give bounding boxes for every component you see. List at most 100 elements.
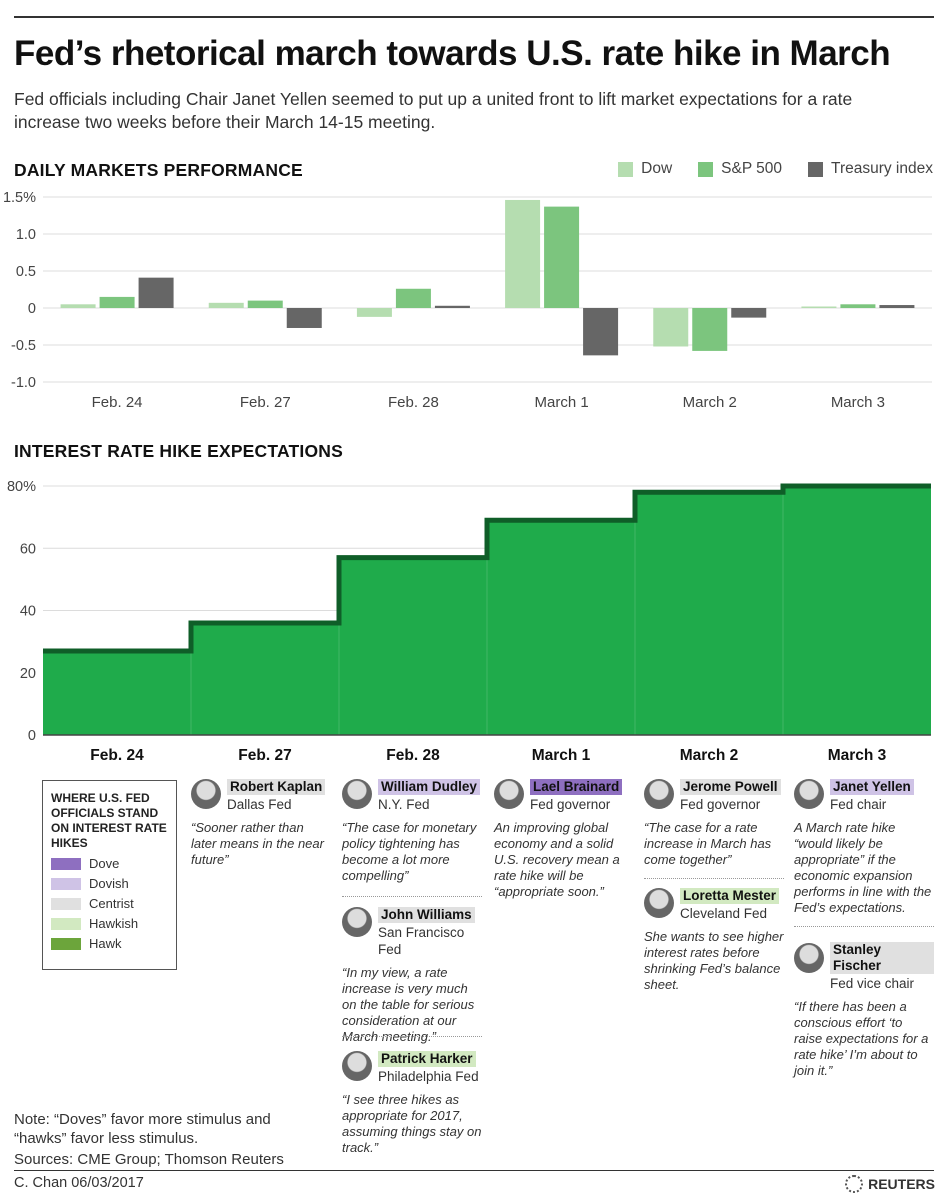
stance-swatch-dove — [51, 857, 81, 870]
x-tick-label: March 3 — [828, 747, 887, 764]
legend-item-dow: Dow — [618, 160, 672, 178]
y-tick-label: 0 — [28, 728, 36, 744]
portrait-icon — [644, 888, 674, 918]
expectation-step-line — [43, 483, 931, 654]
portrait-icon — [342, 907, 372, 937]
top-rule — [14, 16, 934, 18]
stance-legend-item: Centrist — [51, 896, 168, 911]
bar-dow — [208, 302, 244, 308]
bar-dow — [801, 306, 837, 308]
official-card-harker: Patrick Harker Philadelphia Fed “I see th… — [342, 1050, 482, 1156]
y-tick-label: -0.5 — [11, 338, 36, 354]
bar-s-p-500 — [544, 206, 580, 308]
x-tick-label: Feb. 27 — [238, 747, 291, 764]
official-role: Fed vice chair — [830, 976, 915, 991]
stance-label: Hawkish — [89, 916, 139, 931]
bar-s-p-500 — [247, 300, 283, 308]
stance-legend-item: Dovish — [51, 876, 168, 891]
separator — [644, 878, 784, 879]
bar-dow — [653, 308, 689, 347]
bar-treasury-index — [434, 305, 470, 308]
official-name: Stanley Fischer — [830, 942, 934, 974]
stance-swatch-hawkish — [51, 917, 81, 930]
official-quote: “The case for a rate increase in March h… — [644, 820, 772, 867]
official-role: Cleveland Fed — [680, 906, 768, 921]
portrait-icon — [342, 1051, 372, 1081]
page-subtitle: Fed officials including Chair Janet Yell… — [14, 89, 853, 132]
separator — [794, 926, 934, 927]
official-name: Lael Brainard — [530, 779, 623, 795]
y-tick-label: 40 — [20, 604, 36, 620]
official-quote: She wants to see higher interest rates b… — [644, 929, 784, 992]
stance-label: Hawk — [89, 936, 122, 951]
x-tick-label: Feb. 24 — [92, 394, 143, 411]
bar-s-p-500 — [840, 304, 876, 308]
stance-swatch-dovish — [51, 877, 81, 890]
portrait-icon — [191, 779, 221, 809]
reuters-logo-icon — [845, 1175, 864, 1193]
markets-chart-title: DAILY MARKETS PERFORMANCE — [14, 160, 303, 180]
portrait-icon — [794, 943, 824, 973]
official-name: Loretta Mester — [680, 888, 780, 904]
official-quote: “In my view, a rate increase is very muc… — [342, 965, 475, 1044]
official-card-brainard: Lael Brainard Fed governor An improving g… — [494, 778, 634, 900]
x-tick-label: Feb. 28 — [388, 394, 439, 411]
bar-s-p-500 — [692, 308, 728, 351]
y-tick-label: -1.0 — [11, 375, 36, 391]
official-quote: “Sooner rather than later means in the n… — [191, 820, 324, 867]
official-role: Fed governor — [530, 797, 611, 812]
bar-treasury-index — [731, 308, 767, 318]
notes: Note: “Doves” favor more stimulus and “h… — [14, 1110, 314, 1169]
official-name: Janet Yellen — [830, 779, 914, 795]
y-tick-label: 0.5 — [16, 264, 36, 280]
official-card-dudley: William Dudley N.Y. Fed “The case for mon… — [342, 778, 482, 884]
x-tick-label: Feb. 28 — [386, 747, 440, 764]
legend-label-sp500: S&P 500 — [721, 160, 783, 177]
legend-item-treasury: Treasury index — [808, 160, 933, 178]
y-tick-label: 0 — [28, 301, 36, 317]
separator — [342, 896, 482, 897]
official-card-powell: Jerome Powell Fed governor “The case for … — [644, 778, 784, 868]
y-tick-label: 60 — [20, 541, 36, 557]
legend-swatch-treasury — [808, 161, 824, 177]
bar-dow — [505, 199, 541, 308]
official-card-fischer: Stanley Fischer Fed vice chair “If there … — [794, 942, 934, 1079]
official-quote: A March rate hike “would likely be appro… — [794, 820, 932, 915]
portrait-icon — [644, 779, 674, 809]
bar-dow — [356, 308, 392, 317]
official-role: Philadelphia Fed — [378, 1069, 479, 1084]
bar-dow — [60, 304, 96, 308]
official-name: Jerome Powell — [680, 779, 781, 795]
bar-s-p-500 — [395, 288, 431, 308]
stance-legend-title: WHERE U.S. FED OFFICIALS STAND ON INTERE… — [51, 791, 167, 850]
x-tick-label: Feb. 24 — [90, 747, 144, 764]
stance-label: Dovish — [89, 876, 129, 891]
expectations-area-chart: 80% 60 40 20 0 Feb. 24 Feb. 27 Feb. 28 March 1 Ma… — [7, 479, 931, 764]
portrait-icon — [494, 779, 524, 809]
x-tick-label: March 2 — [683, 394, 737, 411]
official-card-williams: John Williams San Francisco Fed “In my vi… — [342, 906, 482, 1045]
bar-treasury-index — [583, 308, 619, 356]
x-tick-label: March 2 — [680, 747, 739, 764]
stance-legend-item: Dove — [51, 856, 168, 871]
legend-label-dow: Dow — [641, 160, 673, 177]
official-name: Patrick Harker — [378, 1051, 476, 1067]
brand-name: REUTERS — [868, 1176, 935, 1192]
official-role: N.Y. Fed — [378, 797, 430, 812]
x-tick-label: Feb. 27 — [240, 394, 291, 411]
stance-label: Centrist — [89, 896, 134, 911]
separator — [342, 1036, 482, 1037]
official-quote: “The case for monetary policy tightening… — [342, 820, 477, 883]
official-card-yellen: Janet Yellen Fed chair A March rate hike … — [794, 778, 934, 916]
official-name: Robert Kaplan — [227, 779, 326, 795]
official-role: Dallas Fed — [227, 797, 292, 812]
x-tick-label: March 1 — [534, 394, 588, 411]
official-name: John Williams — [378, 907, 475, 923]
stance-swatch-centrist — [51, 897, 81, 910]
official-name: William Dudley — [378, 779, 480, 795]
official-quote: “If there has been a conscious effort ‘t… — [794, 999, 929, 1078]
legend-label-treasury: Treasury index — [831, 160, 933, 177]
legend-swatch-sp500 — [698, 161, 714, 177]
bottom-rule — [14, 1170, 934, 1171]
credit: C. Chan 06/03/2017 — [14, 1175, 144, 1191]
